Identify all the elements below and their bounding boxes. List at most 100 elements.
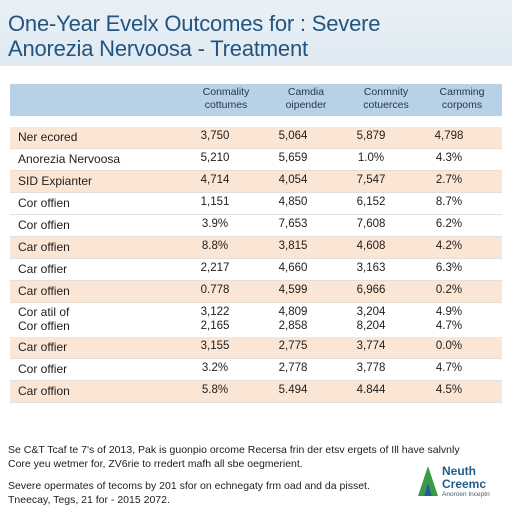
row-label: Car offion [18,384,70,398]
column-header-3-line-2: cotuerces [363,99,409,111]
column-header-4: Camming corpoms [422,86,502,112]
row-label: Ner ecored [18,130,78,144]
table-header: Conmality cottumes Camdia oipender Conmn… [10,84,502,116]
logo-text-3: Anoroen Inceptn [442,491,490,498]
cell-value: 4,608 [356,240,386,252]
column-header-2: Camdia oipender [266,86,346,112]
organization-logo: Neuth Creemc Anoroen Inceptn [416,460,508,504]
column-header-2-line-2: oipender [285,99,327,111]
table-row: Cor atil of Cor offien 3,122 2,165 4,809 2,85… [10,303,502,338]
footnote-1: Se C&T Tcaf te 7's of 2013, Pak is guonp… [8,444,460,456]
cell-value: 5.8% [201,384,229,396]
cell-value-line-1: 4,809 [278,306,308,318]
cell-value: 5.494 [278,384,308,396]
cell-value: 3.2% [201,362,229,374]
logo-text-2: Creemc [442,477,487,491]
column-header-3-line-1: Conmnity [363,86,409,98]
cell-value-line-1: 4.9% [435,306,463,318]
cell-value: 4.5% [435,384,463,396]
cell-value: 6.2% [435,218,463,230]
cell-value: 1,151 [200,196,230,208]
cell-value: 4.3% [435,152,463,164]
table-row: Anorezia Nervoosa 5,210 5,659 1.0% 4.3% [10,149,502,171]
cell-value: 3,750 [200,130,230,142]
row-label: Cor offier [18,362,68,376]
cell-value: 3,163 [356,262,386,274]
table-row: Car offier 2,217 4,660 3,163 6.3% [10,259,502,281]
row-label-line-2: Cor offien [18,319,70,333]
cell-value: 5,064 [278,130,308,142]
cell-value: 0.2% [435,284,463,296]
page-title-line-2: Anorezia Nervoosa - Treatment [8,36,308,61]
cell-value: 4.2% [435,240,463,252]
cell-value: 6,152 [356,196,386,208]
cell-value: 4,798 [434,130,464,142]
cell-value: 3,155 [200,340,230,352]
row-label: SID Expianter [18,174,93,188]
cell-value: 4.9% 4.7% [414,305,484,333]
column-header-1-line-2: cottumes [204,99,248,111]
footnote-2: Core yeu wetmer for, ZV6rie to rredert m… [8,458,303,470]
cell-value-line-1: 3,122 [200,306,230,318]
cell-value: 0.0% [435,340,463,352]
footnote-4: Tneecay, Tegs, 21 for - 2015 2072. [8,494,170,506]
table-row: Car offien 0.778 4,599 6,966 0.2% [10,281,502,303]
cell-value: 3,778 [356,362,386,374]
cell-value: 4,850 [278,196,308,208]
table-row: Car offion 5.8% 5.494 4.844 4.5% [10,381,502,403]
title-band: One-Year Evelx Outcomes for : Severe Ano… [0,0,512,66]
cell-value: 8.7% [435,196,463,208]
row-label-line-1: Cor atil of [18,305,70,319]
cell-value: 5,879 [356,130,386,142]
table-row: Cor offien 3.9% 7,653 7,608 6.2% [10,215,502,237]
cell-value: 4,054 [278,174,308,186]
cell-value: 3.9% [201,218,229,230]
table-row: Ner ecored 3,750 5,064 5,879 4,798 [10,127,502,149]
cell-value: 2.7% [435,174,463,186]
cell-value-line-2: 8,204 [356,320,386,332]
cell-value: 1.0% [357,152,385,164]
cell-value: 3,815 [278,240,308,252]
column-header-4-line-1: Camming [439,86,485,98]
column-header-1-line-1: Conmality [202,86,250,98]
cell-value-line-2: 4.7% [435,320,463,332]
table-row: SID Expianter 4,714 4,054 7,547 2.7% [10,171,502,193]
logo-text-1: Neuth [442,464,476,478]
cell-value: 7,608 [356,218,386,230]
column-header-4-line-2: corpoms [441,99,483,111]
cell-value-line-2: 2,165 [200,320,230,332]
cell-value: 2,217 [200,262,230,274]
logo-mark-icon [418,466,438,496]
cell-value: 4,599 [278,284,308,296]
table-row: Cor offier 3.2% 2,778 3,778 4.7% [10,359,502,381]
row-label: Cor offien [18,196,70,210]
column-header-2-line-1: Camdia [287,86,325,98]
cell-value-line-1: 3,204 [356,306,386,318]
cell-value-line-2: 2,858 [278,320,308,332]
cell-value: 5,659 [278,152,308,164]
footnote-3: Severe opermates of tecoms by 201 sfor o… [8,480,370,492]
cell-value: 7,547 [356,174,386,186]
table-row: Car offier 3,155 2,775 3,774 0.0% [10,337,502,359]
cell-value: 2,775 [278,340,308,352]
cell-value: 4.7% [435,362,463,374]
cell-value: 7,653 [278,218,308,230]
column-header-1: Conmality cottumes [186,86,266,112]
cell-value: 0.778 [200,284,230,296]
row-label: Anorezia Nervoosa [18,152,121,166]
row-label: Cor offien [18,218,70,232]
row-label: Car offier [18,340,68,354]
cell-value: 4,809 2,858 [258,305,328,333]
cell-value: 6,966 [356,284,386,296]
cell-value: 8.8% [201,240,229,252]
cell-value: 3,204 8,204 [336,305,406,333]
table-row: Cor offien 1,151 4,850 6,152 8.7% [10,193,502,215]
cell-value: 5,210 [200,152,230,164]
cell-value: 2,778 [278,362,308,374]
cell-value: 4,714 [200,174,230,186]
cell-value: 3,122 2,165 [180,305,250,333]
cell-value: 3,774 [356,340,386,352]
row-label: Car offien [18,284,70,298]
page-title-line-1: One-Year Evelx Outcomes for : Severe [8,11,381,36]
column-header-3: Conmnity cotuerces [346,86,426,112]
